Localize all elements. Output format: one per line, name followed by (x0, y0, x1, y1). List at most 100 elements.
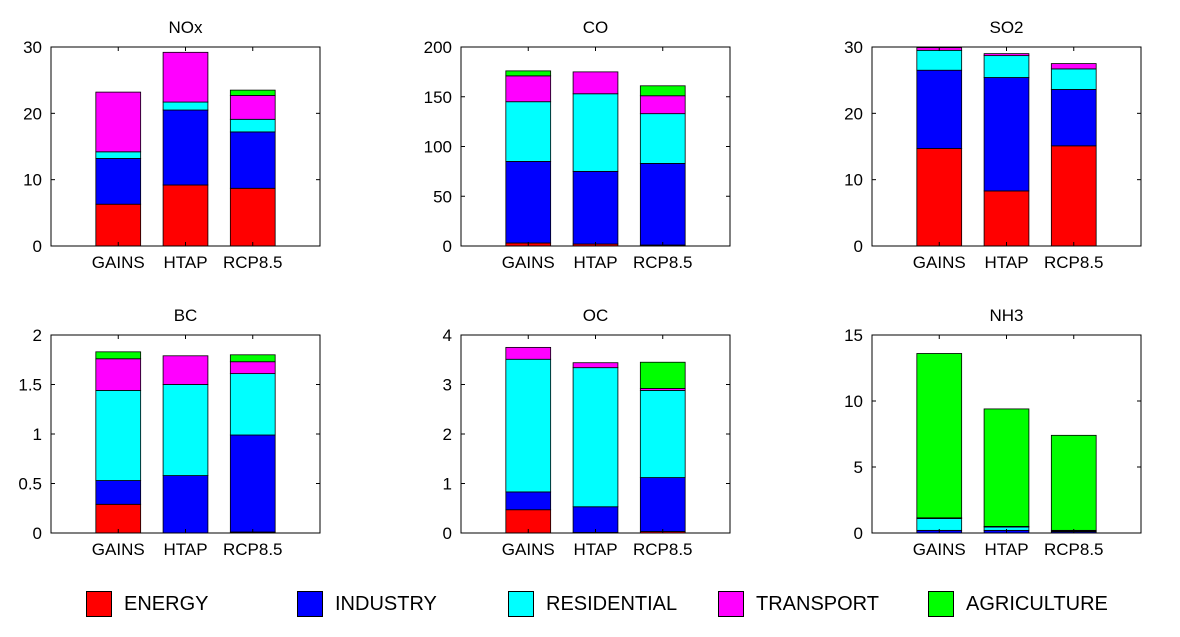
axes-frame (50, 46, 321, 247)
y-tick-label: 150 (424, 88, 452, 107)
y-tick-label: 3 (443, 376, 452, 395)
x-tick-label: RCP8.5 (633, 540, 693, 559)
y-tick-label: 0 (33, 237, 42, 256)
bar-segment-rcp8-5-industry (1050, 89, 1097, 147)
bar-segment-gains-industry (916, 69, 963, 149)
bar-segment-rcp8-5-agriculture (639, 361, 686, 389)
bar-segment-htap-transport (162, 51, 209, 103)
bar-segment-gains-energy (95, 503, 142, 534)
y-tick-label: 30 (844, 38, 863, 57)
bar-segment-rcp8-5-residential (1050, 68, 1097, 90)
axes-frame (871, 46, 1142, 247)
bar-segment-rcp8-5-agriculture (229, 89, 276, 96)
x-tick-label: HTAP (573, 540, 617, 559)
chart-panel-co: GAINS HTAP RCP8.5 0 50 100 150 200 CO (424, 18, 731, 272)
x-tick-label: GAINS (502, 253, 555, 272)
x-tick-label: RCP8.5 (633, 253, 693, 272)
bar-segment-gains-transport (95, 358, 142, 391)
chart-title: CO (583, 18, 609, 37)
chart-panel-nh3: GAINS HTAP RCP8.5 0 5 10 15 NH3 (844, 306, 1142, 559)
axes-frame (460, 46, 731, 247)
bar-segment-rcp8-5-transport (1050, 63, 1097, 70)
legend-swatch-agriculture (928, 591, 954, 617)
bar-segment-rcp8-5-agriculture (1050, 434, 1097, 531)
legend-item-agriculture: AGRICULTURE (928, 586, 1108, 622)
y-tick-label: 20 (23, 104, 42, 123)
bar-segment-htap-residential (572, 367, 619, 508)
chart-panel-so2: GAINS HTAP RCP8.5 0 10 20 30 SO2 (844, 18, 1142, 272)
chart-title: BC (174, 306, 198, 325)
bar-segment-htap-industry (983, 77, 1030, 192)
bar-segment-htap-residential (572, 93, 619, 172)
x-tick-label: GAINS (913, 253, 966, 272)
legend-label-energy: ENERGY (124, 592, 209, 615)
x-tick-label: GAINS (92, 540, 145, 559)
bar-segment-rcp8-5-transport (639, 95, 686, 115)
bar-segment-htap-energy (983, 190, 1030, 247)
chart-panel-oc: GAINS HTAP RCP8.5 0 1 2 3 4 OC (443, 306, 731, 559)
chart-title: NOx (169, 18, 204, 37)
axes-frame (50, 334, 321, 534)
y-tick-label: 1 (33, 425, 42, 444)
x-tick-label: HTAP (163, 540, 207, 559)
y-tick-label: 1 (443, 475, 452, 494)
bar-segment-htap-transport (572, 362, 619, 369)
bar-segment-htap-residential (162, 384, 209, 476)
chart-title: OC (583, 306, 609, 325)
y-tick-label: 0 (33, 524, 42, 543)
y-tick-label: 50 (433, 187, 452, 206)
legend-item-transport: TRANSPORT (718, 586, 879, 622)
y-tick-label: 1.5 (18, 376, 42, 395)
chart-panel-nox: GAINS HTAP RCP8.5 0 10 20 30 NOx (23, 18, 321, 272)
bar-segment-gains-industry (505, 161, 552, 244)
bar-segment-htap-transport (162, 355, 209, 385)
y-tick-label: 5 (854, 458, 863, 477)
x-tick-label: RCP8.5 (223, 253, 283, 272)
bar-segment-rcp8-5-industry (229, 131, 276, 189)
x-tick-label: RCP8.5 (1044, 540, 1104, 559)
chart-title: SO2 (989, 18, 1023, 37)
bar-segment-rcp8-5-industry (639, 163, 686, 246)
y-tick-label: 30 (23, 38, 42, 57)
axes-frame (460, 334, 731, 534)
chart-title: NH3 (989, 306, 1023, 325)
bar-segment-gains-transport (95, 91, 142, 153)
bar-segment-htap-transport (572, 71, 619, 95)
bar-segment-htap-energy (162, 184, 209, 247)
bar-segment-gains-residential (916, 49, 963, 71)
legend-swatch-transport (718, 591, 744, 617)
bar-segment-rcp8-5-transport (229, 361, 276, 375)
bar-segment-rcp8-5-residential (229, 373, 276, 436)
x-tick-label: GAINS (92, 253, 145, 272)
legend-item-industry: INDUSTRY (297, 586, 437, 622)
bar-segment-htap-agriculture (983, 408, 1030, 527)
y-tick-label: 0.5 (18, 475, 42, 494)
y-tick-label: 2 (443, 425, 452, 444)
x-tick-label: RCP8.5 (1044, 253, 1104, 272)
bar-segment-rcp8-5-residential (639, 390, 686, 478)
y-tick-label: 20 (844, 104, 863, 123)
legend-item-residential: RESIDENTIAL (508, 586, 677, 622)
bar-segment-gains-residential (95, 390, 142, 481)
bar-segment-gains-energy (916, 148, 963, 247)
bar-segment-gains-agriculture (95, 351, 142, 360)
bar-segment-gains-industry (505, 491, 552, 511)
legend-swatch-residential (508, 591, 534, 617)
bar-segment-gains-transport (505, 346, 552, 360)
bar-segment-htap-transport (983, 53, 1030, 57)
bar-segment-gains-agriculture (916, 353, 963, 519)
x-tick-label: RCP8.5 (223, 540, 283, 559)
bar-segment-gains-residential (95, 151, 142, 159)
y-tick-label: 0 (443, 237, 452, 256)
y-tick-label: 100 (424, 138, 452, 157)
bar-segment-gains-residential (505, 358, 552, 493)
bar-segment-gains-industry (95, 480, 142, 505)
y-tick-label: 0 (443, 524, 452, 543)
legend-label-industry: INDUSTRY (335, 592, 437, 615)
y-tick-label: 2 (33, 326, 42, 345)
x-tick-label: GAINS (502, 540, 555, 559)
bar-segment-rcp8-5-energy (229, 187, 276, 247)
y-tick-label: 10 (23, 171, 42, 190)
bar-segment-rcp8-5-energy (1050, 145, 1097, 247)
bar-segment-rcp8-5-agriculture (639, 85, 686, 97)
